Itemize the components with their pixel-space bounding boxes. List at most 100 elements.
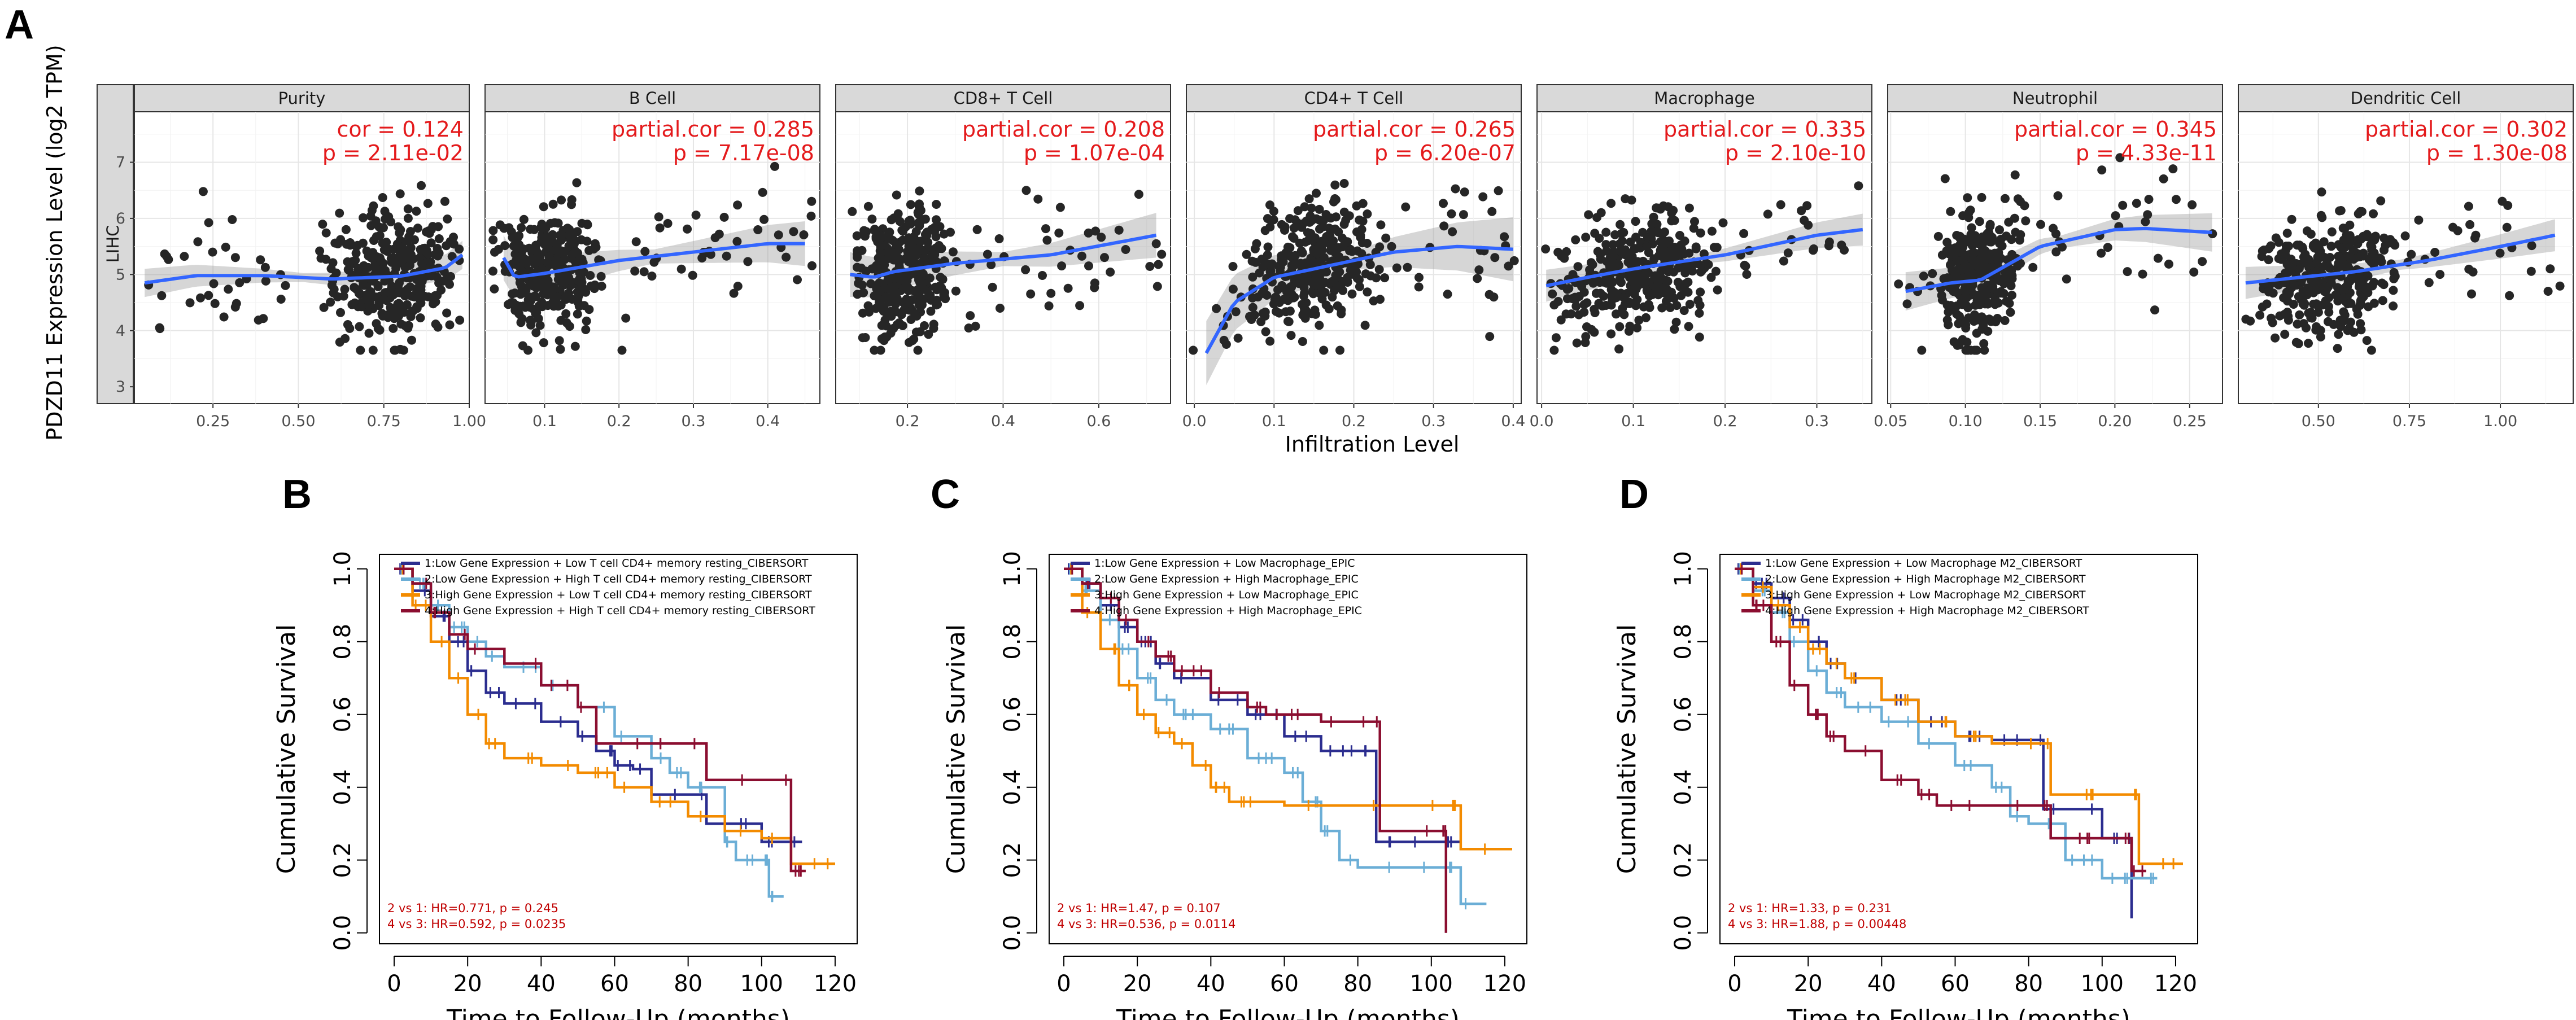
data-point [884, 234, 893, 243]
data-point [1667, 216, 1676, 225]
data-point [322, 229, 331, 238]
hazard-ratio-2: 4 vs 3: HR=1.88, p = 0.00448 [1728, 917, 1906, 931]
data-point [556, 316, 565, 325]
x-tick-label: 0.1 [1262, 413, 1286, 430]
legend-entry: 3:High Gene Expression + Low T cell CD4+… [425, 589, 812, 601]
data-point [2328, 227, 2337, 237]
data-point [1075, 301, 1084, 310]
data-point [1363, 239, 1372, 248]
data-point [1941, 174, 1950, 183]
data-point [1784, 248, 1793, 257]
row-strip: LIHC [97, 85, 133, 404]
data-point [2368, 250, 2377, 259]
data-point [1100, 253, 1109, 262]
data-point [1963, 193, 1972, 202]
data-point [932, 200, 941, 209]
data-point [2172, 195, 2181, 204]
data-point [2346, 233, 2355, 242]
data-point [2198, 257, 2207, 266]
data-point [2341, 310, 2350, 319]
data-point [204, 291, 213, 300]
data-point [1283, 243, 1293, 252]
data-point [449, 233, 458, 242]
x-axis-title: Time to Follow-Up (months) [1116, 1005, 1460, 1020]
data-point [333, 292, 342, 301]
data-point [807, 261, 817, 270]
data-point [1581, 233, 1590, 242]
data-point [758, 188, 767, 197]
data-point [366, 287, 376, 296]
data-point [1613, 259, 1622, 268]
legend-entry: 2:Low Gene Expression + High Macrophage_… [1094, 573, 1359, 585]
data-point [2349, 246, 2358, 255]
facet-cd8-t-cell: CD8+ T Cellpartial.cor = 0.208p = 1.07e-… [836, 85, 1171, 430]
data-point [2188, 200, 2197, 209]
data-point [160, 249, 169, 259]
data-point [353, 264, 363, 273]
data-point [1042, 236, 1051, 245]
x-tick-label: 0.75 [2392, 413, 2426, 430]
data-point [906, 220, 915, 229]
x-tick-label: 120 [2154, 971, 2197, 997]
y-tick-label: 0.6 [330, 697, 356, 733]
data-point [381, 288, 390, 297]
y-axis-title: PDZD11 Expression Level (log2 TPM) [42, 45, 67, 440]
data-point [988, 283, 997, 292]
y-tick-label: 0.4 [1670, 769, 1696, 806]
data-point [1937, 291, 1946, 300]
data-point [1600, 275, 1609, 284]
data-point [1261, 226, 1270, 235]
data-point [1487, 207, 1496, 216]
data-point [2015, 236, 2024, 245]
data-point [2464, 202, 2473, 211]
data-point [858, 281, 867, 290]
data-point [1264, 243, 1273, 252]
panel-label-a: A [5, 2, 34, 47]
data-point [1045, 301, 1054, 310]
data-point [2503, 223, 2512, 232]
data-point [1553, 248, 1562, 257]
data-point [1713, 286, 1722, 295]
data-point [1624, 257, 1633, 266]
data-point [1348, 290, 1357, 299]
facet-title: CD8+ T Cell [954, 89, 1053, 108]
x-tick-label: 0.4 [1501, 413, 1525, 430]
data-point [1474, 265, 1483, 274]
data-point [1375, 265, 1384, 274]
data-point [1340, 208, 1349, 217]
data-point [1649, 290, 1658, 299]
x-tick-label: 0.3 [682, 413, 706, 430]
data-point [2268, 318, 2277, 327]
data-point [155, 323, 164, 332]
data-point [549, 200, 558, 209]
data-point [1309, 289, 1318, 298]
data-point [1961, 238, 1970, 247]
data-point [886, 294, 895, 303]
data-point [1299, 291, 1308, 300]
y-axis-title: Cumulative Survival [272, 624, 301, 874]
data-point [1552, 333, 1561, 342]
data-point [2295, 310, 2304, 319]
data-point [1021, 265, 1030, 274]
data-point [663, 219, 673, 228]
data-point [1633, 282, 1642, 291]
data-point [2401, 231, 2410, 240]
data-point [1041, 224, 1050, 233]
data-point [2302, 323, 2311, 332]
data-point [1581, 338, 1590, 347]
data-point [1573, 339, 1582, 348]
data-point [996, 304, 1005, 313]
data-point [2298, 295, 2307, 304]
data-point [1387, 242, 1396, 251]
data-point [2453, 226, 2463, 235]
legend-entry: 1:Low Gene Expression + Low Macrophage M… [1765, 557, 2082, 570]
y-tick-label: 1.0 [330, 551, 356, 587]
data-point [399, 346, 408, 355]
data-point [1335, 268, 1344, 277]
x-tick-label: 1.00 [452, 413, 486, 430]
data-point [875, 298, 884, 307]
data-point [913, 290, 922, 299]
facet-title: Macrophage [1654, 89, 1755, 108]
x-tick-label: 80 [674, 971, 702, 997]
data-point [1631, 217, 1640, 226]
